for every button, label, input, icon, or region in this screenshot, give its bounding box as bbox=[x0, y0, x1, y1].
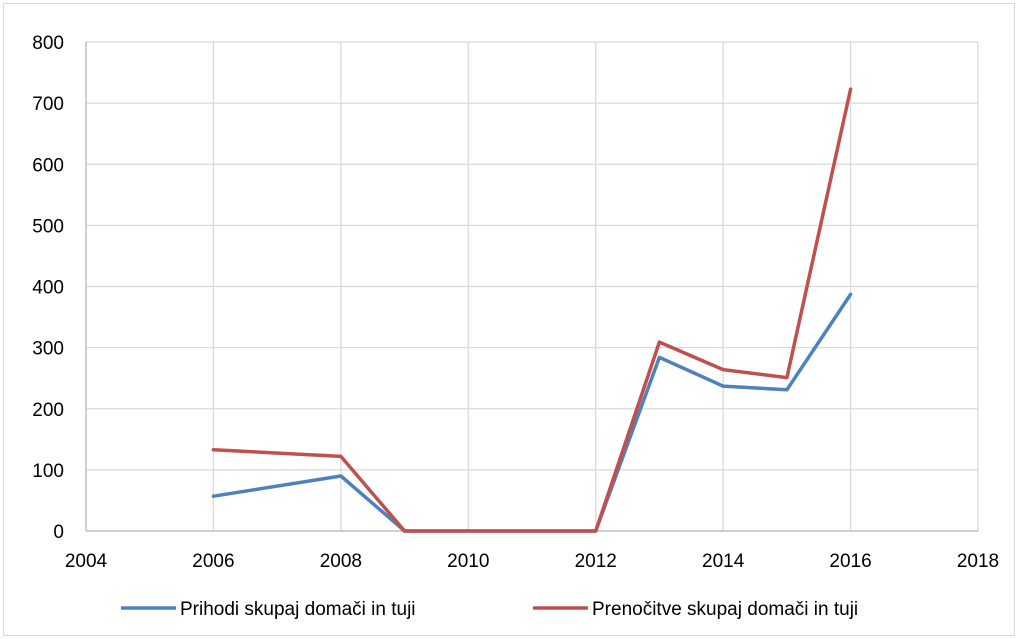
y-tick-label: 300 bbox=[32, 339, 64, 360]
x-tick-label: 2018 bbox=[957, 551, 999, 572]
legend-label-1: Prenočitve skupaj domači in tuji bbox=[592, 599, 858, 620]
grid bbox=[86, 41, 979, 531]
y-tick-label: 600 bbox=[32, 155, 64, 176]
y-tick-label: 0 bbox=[53, 522, 64, 543]
x-tick-label: 2004 bbox=[65, 551, 108, 572]
legend-item-1: Prenočitve skupaj domači in tuji bbox=[533, 599, 858, 620]
series-lines bbox=[211, 87, 853, 533]
y-tick-label: 100 bbox=[32, 461, 64, 482]
x-tick-label: 2010 bbox=[447, 551, 489, 572]
series-line-0 bbox=[211, 292, 853, 533]
x-tick-label: 2006 bbox=[192, 551, 234, 572]
y-tick-label: 500 bbox=[32, 216, 64, 237]
y-axis-ticks: 0 100 200 300 400 500 600 700 800 bbox=[32, 33, 64, 543]
legend-item-0: Prihodi skupaj domači in tuji bbox=[121, 599, 416, 620]
y-tick-label: 400 bbox=[32, 278, 64, 299]
x-tick-label: 2008 bbox=[320, 551, 362, 572]
y-tick-label: 200 bbox=[32, 400, 64, 421]
x-axis-ticks: 2004 2006 2008 2010 2012 2014 2016 2018 bbox=[65, 551, 999, 572]
legend-label-0: Prihodi skupaj domači in tuji bbox=[180, 599, 416, 620]
legend: Prihodi skupaj domači in tuji Prenočitve… bbox=[121, 599, 858, 620]
x-tick-label: 2014 bbox=[702, 551, 745, 572]
y-tick-label: 700 bbox=[32, 94, 64, 115]
y-tick-label: 800 bbox=[32, 33, 64, 54]
x-tick-label: 2012 bbox=[575, 551, 617, 572]
x-tick-label: 2016 bbox=[829, 551, 871, 572]
series-line-1 bbox=[211, 87, 853, 533]
